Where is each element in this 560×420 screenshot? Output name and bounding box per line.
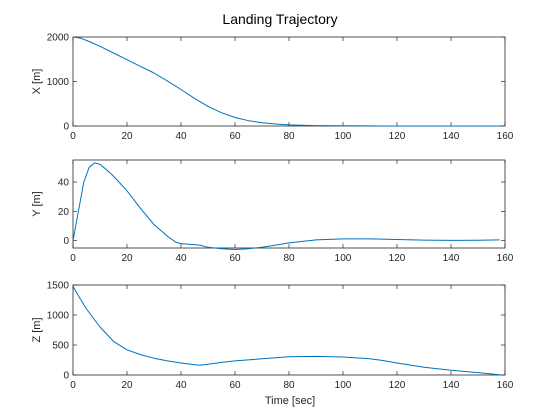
y-tick-label: 500 [52, 341, 69, 352]
y-axis-label: Z [m] [31, 317, 43, 342]
x-tick-label: 20 [121, 131, 133, 142]
y-tick-label: 1000 [47, 77, 70, 88]
x-tick-label: 100 [335, 380, 352, 391]
subplot-1: 0 20 40 60 80 100 120 140 160 0 1000 2000 X [m] [31, 33, 514, 143]
series-line-1 [72, 36, 500, 127]
x-tick-label: 140 [443, 131, 460, 142]
subplot-3: 0 20 40 60 80 100 120 140 160 0 500 1000 1500 Z [m] [31, 281, 514, 392]
y-axis-label: Y [m] [31, 191, 43, 216]
x-tick-label: 20 [121, 380, 133, 391]
y-tick-label: 40 [58, 178, 70, 189]
x-tick-label: 60 [229, 253, 241, 264]
x-tick-label: 40 [175, 380, 187, 391]
y-tick-label: 0 [63, 122, 69, 133]
x-tick-label: 160 [497, 131, 514, 142]
x-tick-label: 160 [497, 253, 514, 264]
plot-area-2 [72, 159, 506, 249]
y-tick-label: 0 [63, 236, 69, 247]
x-tick-label: 120 [389, 253, 406, 264]
y-axis-label: X [m] [31, 69, 43, 95]
x-tick-label: 0 [70, 131, 76, 142]
y-tick-label: 1500 [47, 281, 70, 292]
x-tick-label: 80 [283, 380, 295, 391]
plot-area-3 [72, 284, 506, 376]
x-tick-label: 120 [389, 380, 406, 391]
subplot-2: 0 20 40 60 80 100 120 140 160 0 20 40 Y [m] [31, 159, 514, 264]
x-tick-label: 60 [229, 380, 241, 391]
figure-title: Landing Trajectory [222, 11, 337, 27]
x-tick-label: 160 [497, 380, 514, 391]
x-tick-label: 40 [175, 131, 187, 142]
x-tick-label: 20 [121, 253, 133, 264]
x-tick-label: 80 [283, 131, 295, 142]
x-tick-label: 100 [335, 131, 352, 142]
x-tick-label: 0 [70, 253, 76, 264]
x-tick-label: 140 [443, 253, 460, 264]
y-tick-label: 0 [63, 371, 69, 382]
x-tick-label: 0 [70, 380, 76, 391]
y-tick-label: 2000 [47, 33, 70, 44]
y-tick-label: 1000 [47, 311, 70, 322]
series-line-2 [72, 162, 500, 250]
x-tick-label: 140 [443, 380, 460, 391]
x-tick-label: 80 [283, 253, 295, 264]
x-tick-label: 120 [389, 131, 406, 142]
y-tick-label: 20 [58, 207, 70, 218]
plot-area-1 [72, 36, 506, 127]
x-tick-label: 100 [335, 253, 352, 264]
x-axis-label: Time [sec] [265, 395, 315, 407]
series-line-3 [72, 285, 500, 376]
x-tick-label: 60 [229, 131, 241, 142]
x-tick-label: 40 [175, 253, 187, 264]
